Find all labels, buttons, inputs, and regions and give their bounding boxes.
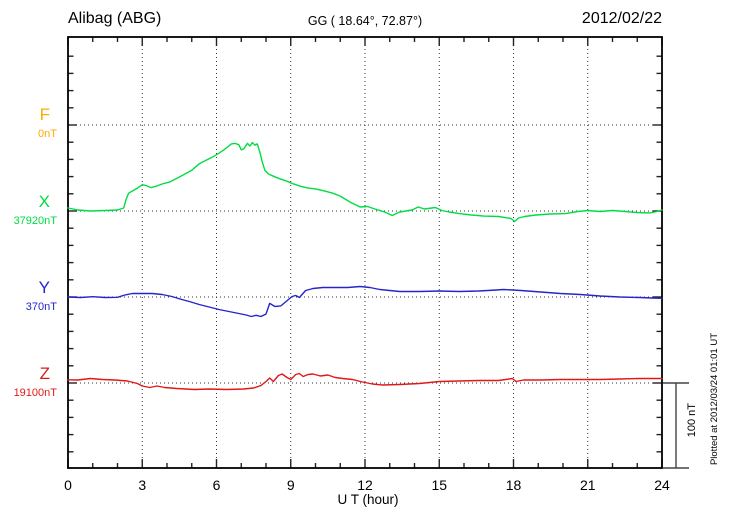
station-name: Alibag (ABG) [68,10,162,27]
component-label-Z: Z 19100nT [14,365,57,399]
component-baseline-Z: 19100nT [13,387,57,399]
plot-timestamp-note: Plotted at 2012/03/24 01:01 UT [709,333,720,466]
x-tick-label: 24 [654,477,670,493]
trace-Z [67,372,663,391]
trace-Y [67,285,663,318]
component-baseline-X: 37920nT [13,215,57,227]
x-tick-label: 15 [431,477,448,493]
x-tick-label: 0 [64,477,72,493]
scale-bar-label: 100 nT [686,403,698,438]
x-tick-label: 12 [357,477,373,493]
component-letter-Z: Z [39,364,50,383]
component-label-X: X 37920nT [14,193,57,227]
x-tick-label: 21 [579,477,596,493]
x-tick-label: 3 [138,477,147,493]
x-tick-label: 9 [286,477,295,493]
component-baseline-F: 0nT [38,128,57,140]
component-label-F: F 0nT [38,106,57,140]
plot-frame [67,36,663,469]
component-letter-X: X [38,192,50,211]
trace-X [67,141,663,223]
component-label-Y: Y 370nT [26,279,57,313]
component-baseline-Y: 370nT [25,301,57,313]
observation-date: 2012/02/22 [581,10,662,27]
x-tick-label: 18 [505,477,522,493]
x-axis-label: U T (hour) [337,492,399,507]
geographic-coordinates: GG ( 18.64°, 72.87°) [307,14,423,28]
component-letter-Y: Y [38,278,50,297]
x-tick-label: 6 [212,477,221,493]
component-letter-F: F [39,105,50,124]
